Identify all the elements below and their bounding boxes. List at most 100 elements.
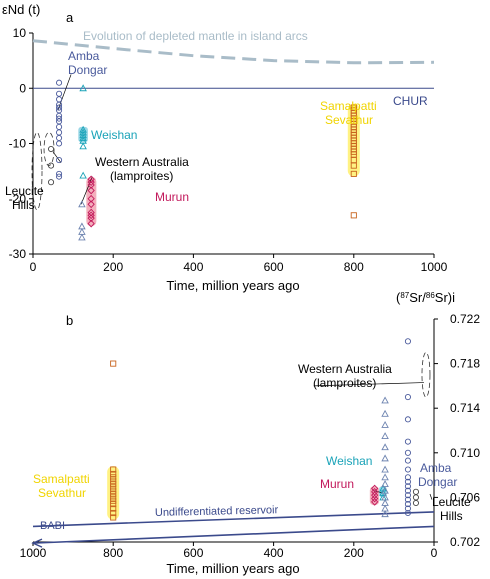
murun-label-b: Murun bbox=[320, 477, 354, 491]
panel-b-ytick-label: 0.710 bbox=[450, 446, 480, 460]
weishan-label-b: Weishan bbox=[326, 454, 372, 468]
data-point bbox=[87, 181, 95, 189]
data-point bbox=[56, 140, 63, 147]
data-point bbox=[381, 420, 389, 428]
data-point bbox=[110, 484, 117, 491]
data-point bbox=[87, 178, 95, 187]
leucite-leader-b bbox=[429, 493, 433, 500]
data-point bbox=[381, 409, 389, 417]
data-point bbox=[381, 443, 389, 451]
samal-label-a-1: Samalpatti bbox=[320, 99, 377, 113]
leucite-ellipse-a bbox=[31, 132, 43, 211]
data-point bbox=[404, 338, 411, 345]
data-point bbox=[381, 504, 389, 512]
weishan-label-a: Weishan bbox=[91, 128, 137, 142]
data-point bbox=[110, 360, 117, 367]
panel-a-xtick-label: 400 bbox=[183, 260, 203, 274]
undifferentiated-reservoir-line bbox=[32, 511, 435, 528]
data-point bbox=[110, 501, 117, 508]
panel-b-xtick-label: 200 bbox=[344, 546, 364, 560]
panel-b-xtick-label: 400 bbox=[264, 546, 284, 560]
data-point bbox=[379, 489, 387, 496]
panel-b-chart: b (87Sr/86Sr)i Time, million years ago 0… bbox=[20, 290, 481, 576]
data-point bbox=[381, 510, 389, 518]
data-point bbox=[381, 432, 389, 440]
panel-b-xtick-label: 800 bbox=[103, 546, 123, 560]
data-point bbox=[412, 494, 420, 501]
leucite-label-b-1: Leucite bbox=[432, 495, 471, 509]
data-point bbox=[412, 499, 420, 507]
data-point bbox=[404, 438, 411, 445]
data-point bbox=[56, 79, 63, 86]
panel-a-xtick-label: 0 bbox=[30, 260, 37, 274]
data-point bbox=[56, 96, 63, 103]
data-point bbox=[404, 496, 411, 503]
leucite-label-b-2: Hills bbox=[440, 509, 463, 523]
data-point bbox=[404, 505, 411, 512]
data-point bbox=[110, 480, 117, 488]
data-point bbox=[56, 115, 63, 122]
leucite-label-a-1: Leucite bbox=[5, 184, 44, 198]
babi-label: BABI bbox=[40, 520, 65, 532]
data-point bbox=[371, 491, 379, 500]
panel-b-ytick-label: 0.714 bbox=[450, 401, 480, 415]
data-point bbox=[110, 477, 117, 484]
panel-b-xtick-label: 1000 bbox=[20, 546, 47, 560]
data-point bbox=[404, 457, 411, 464]
data-point bbox=[371, 498, 379, 506]
data-point bbox=[381, 473, 389, 481]
data-point bbox=[47, 179, 55, 186]
wa-label-b-2: (lamproites) bbox=[313, 376, 376, 390]
data-point bbox=[404, 416, 411, 423]
samal-label-b-2: Sevathur bbox=[38, 486, 86, 500]
data-point bbox=[371, 484, 379, 493]
leucite-leader-a bbox=[52, 151, 62, 164]
panel-b-ytick-label: 0.706 bbox=[450, 490, 480, 504]
chur-label: CHUR bbox=[393, 94, 428, 108]
panel-b-ytick-label: 0.702 bbox=[450, 535, 480, 549]
panel-a-xtick-label: 200 bbox=[103, 260, 123, 274]
wa-ellipse-b bbox=[421, 352, 431, 398]
data-point bbox=[79, 142, 87, 150]
babi-arrow-icon bbox=[31, 538, 43, 548]
data-point bbox=[87, 208, 95, 217]
data-point bbox=[110, 466, 117, 473]
wa-label-a-1: Western Australia bbox=[95, 155, 189, 169]
data-point bbox=[56, 123, 63, 130]
panel-b-label: b bbox=[66, 313, 73, 328]
data-point bbox=[404, 478, 411, 485]
data-point bbox=[79, 84, 87, 92]
panel-b-xtick-label: 600 bbox=[183, 546, 203, 560]
murun-label-a: Murun bbox=[155, 190, 189, 204]
panel-b-xlabel: Time, million years ago bbox=[166, 561, 299, 576]
samal-label-b-1: Samalpatti bbox=[33, 472, 90, 486]
data-point bbox=[371, 487, 379, 496]
amba-label-b-2: Dongar bbox=[418, 475, 457, 489]
amba-label-b-1: Amba bbox=[420, 461, 452, 475]
data-point bbox=[404, 487, 411, 494]
data-point bbox=[404, 393, 411, 401]
panel-b-ylabel: (87Sr/86Sr)i bbox=[396, 290, 455, 305]
panel-a-xtick-label: 800 bbox=[344, 260, 364, 274]
data-point bbox=[110, 487, 117, 494]
wa-ellipse-a bbox=[43, 132, 55, 166]
data-point bbox=[87, 186, 95, 195]
data-point bbox=[350, 170, 357, 177]
mantle-label: Evolution of depleted mantle in island a… bbox=[83, 29, 308, 43]
panel-a-xlabel: Time, million years ago bbox=[166, 278, 299, 293]
data-point bbox=[87, 194, 95, 203]
data-point bbox=[87, 200, 95, 209]
panel-a-xtick-label: 1000 bbox=[421, 260, 448, 274]
wa-leader-b bbox=[313, 382, 424, 387]
data-point bbox=[404, 509, 411, 517]
data-point bbox=[110, 494, 117, 501]
wa-label-b-1: Western Australia bbox=[298, 362, 392, 376]
panel-b-ytick-label: 0.718 bbox=[450, 357, 480, 371]
data-point bbox=[404, 474, 411, 481]
data-point bbox=[87, 211, 95, 220]
data-point bbox=[381, 465, 389, 473]
data-point bbox=[87, 175, 95, 184]
data-point bbox=[381, 486, 389, 494]
panel-a-ytick-label: 0 bbox=[19, 81, 26, 95]
